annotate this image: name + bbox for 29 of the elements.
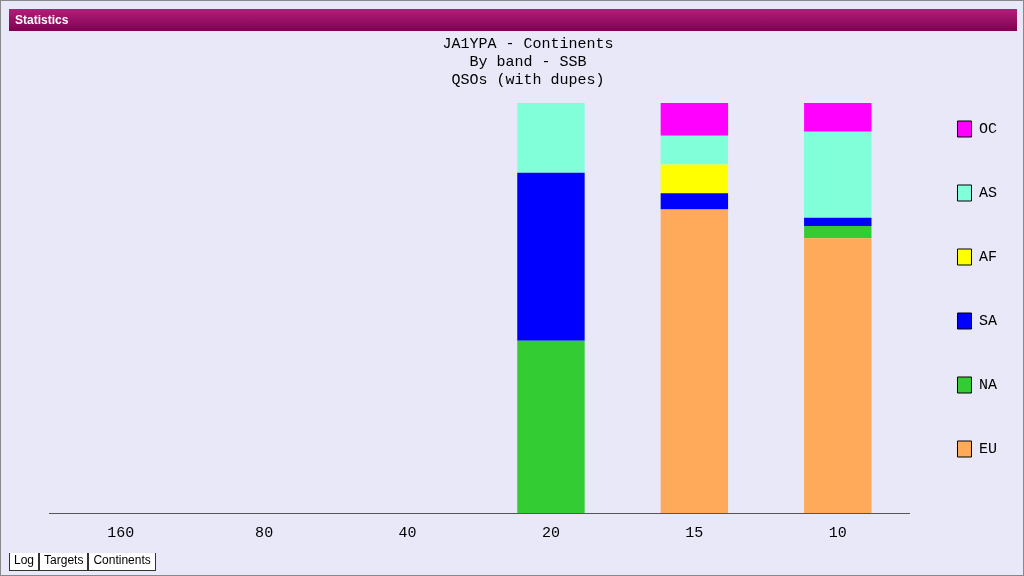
legend-label: EU bbox=[979, 440, 998, 458]
bar bbox=[660, 209, 729, 513]
legend-label: AF bbox=[979, 248, 998, 266]
x-tick-label: 160 bbox=[107, 524, 135, 542]
x-tick-label: 10 bbox=[828, 524, 847, 542]
bar bbox=[517, 103, 585, 173]
bar bbox=[660, 135, 729, 165]
x-tick-label: 15 bbox=[685, 524, 704, 542]
legend-label: OC bbox=[979, 120, 998, 138]
bar bbox=[660, 193, 729, 210]
text: Targets bbox=[39, 553, 89, 571]
bar bbox=[517, 172, 585, 341]
bar bbox=[804, 217, 872, 226]
x-tick-label: 20 bbox=[541, 524, 560, 542]
legend-label: NA bbox=[979, 376, 998, 394]
bar bbox=[804, 131, 872, 218]
x-tick-label: 80 bbox=[255, 524, 274, 542]
bar bbox=[804, 238, 872, 513]
chart-subtitle: By band - SSB QSOs (with dupes) bbox=[451, 53, 605, 89]
legend-label: SA bbox=[979, 312, 998, 330]
x-tick-label: 40 bbox=[398, 524, 417, 542]
bar bbox=[804, 226, 872, 239]
bar bbox=[517, 340, 585, 513]
legend-label: AS bbox=[979, 184, 998, 202]
chart-title: JA1YPA - Continents bbox=[442, 35, 614, 53]
text: Statistics bbox=[14, 13, 69, 27]
bar bbox=[804, 103, 872, 132]
bar bbox=[660, 103, 729, 136]
bar bbox=[660, 164, 729, 194]
